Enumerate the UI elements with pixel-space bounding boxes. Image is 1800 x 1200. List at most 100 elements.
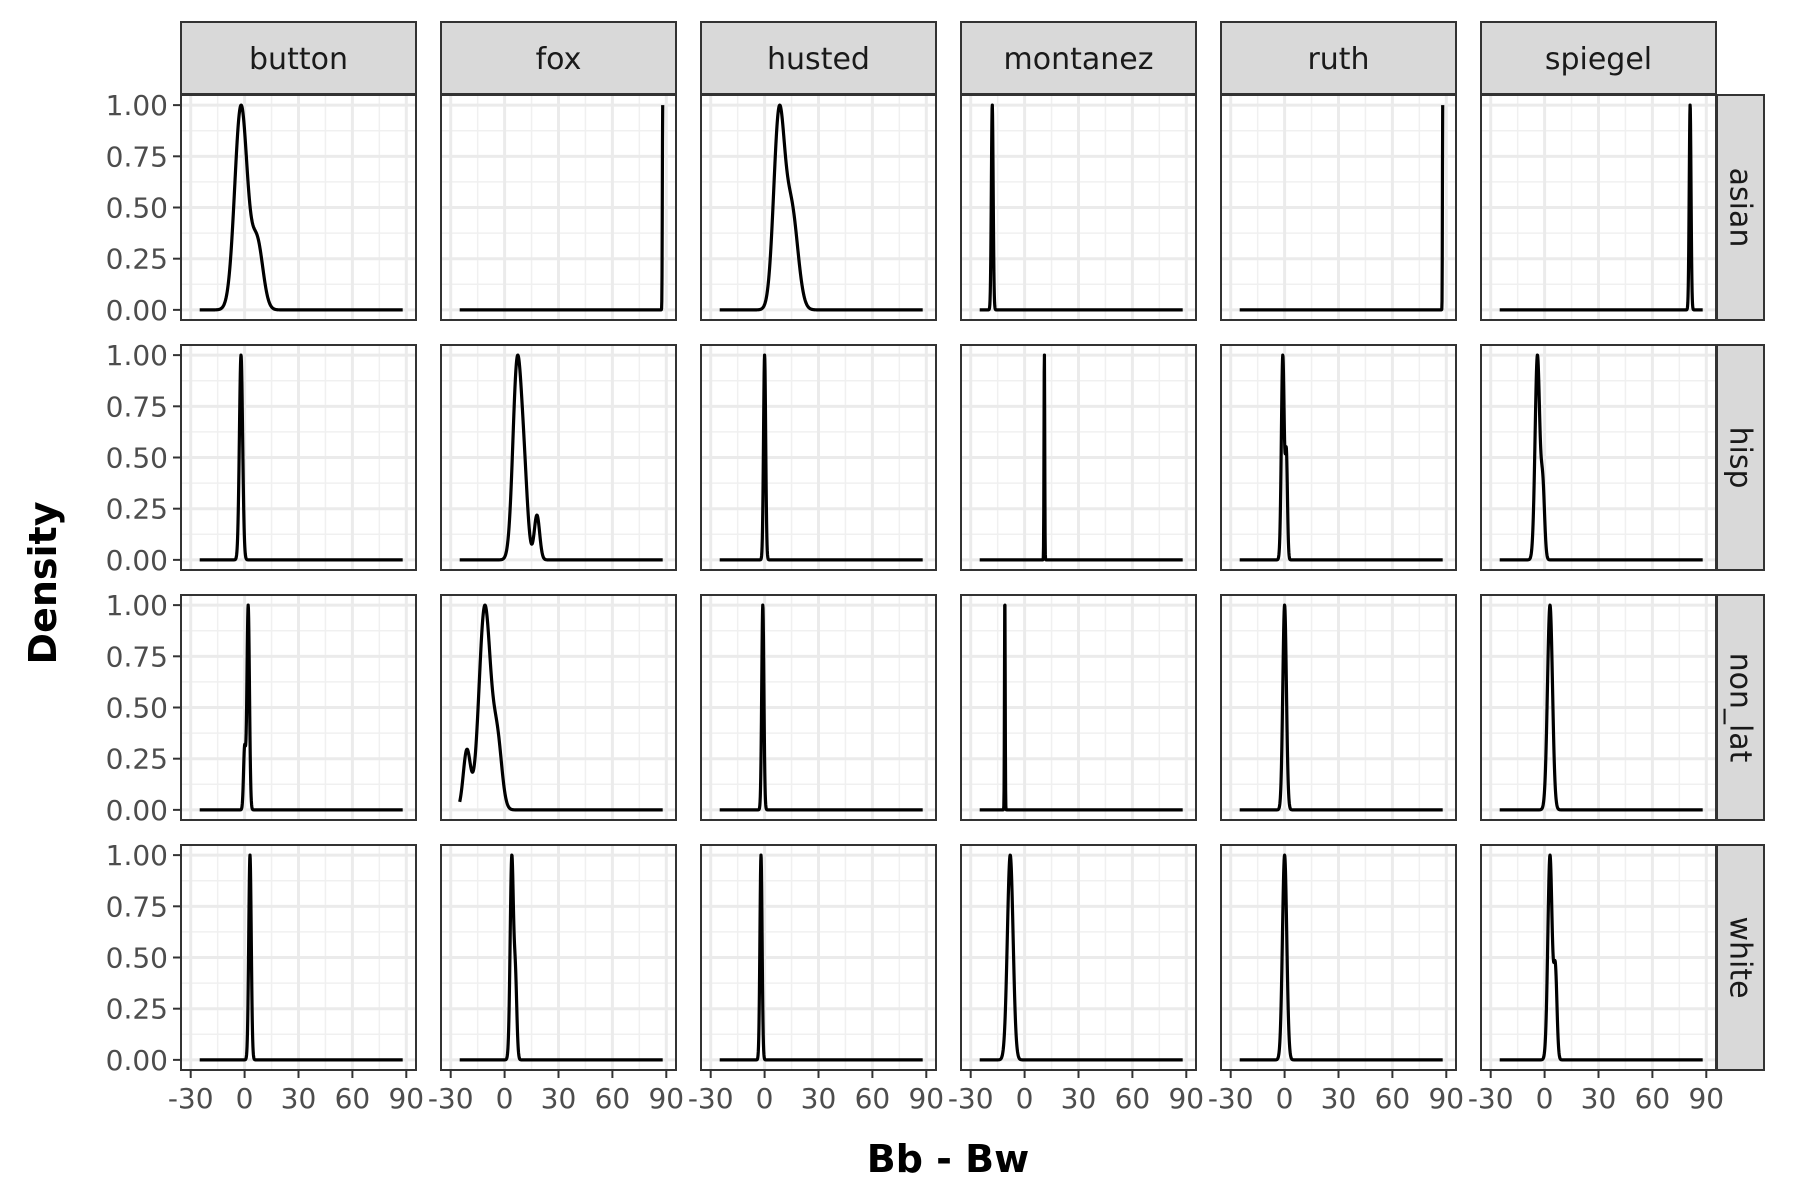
x-tick-label: 30 (1581, 1082, 1617, 1115)
x-tick-label: 0 (1276, 1082, 1294, 1115)
panel-button-asian (180, 94, 417, 321)
facet-strip-spiegel (1480, 21, 1717, 95)
y-tick-label: 0.25 (106, 243, 168, 276)
facet-label-asian: asian (1723, 168, 1758, 248)
x-axis-title: Bb - Bw (867, 1137, 1029, 1181)
panel-fox-non_lat (440, 594, 677, 821)
panel-border (1220, 94, 1457, 321)
panel-border (1480, 594, 1717, 821)
density-line-fox-white (458, 853, 665, 1062)
density-line-montanez-non_lat (978, 603, 1185, 812)
x-tick-label: 30 (801, 1082, 837, 1115)
y-tick-label: 0.50 (106, 942, 168, 975)
x-tick-label: -30 (688, 1082, 734, 1115)
x-tick-label: 30 (1321, 1082, 1357, 1115)
x-tick-label: 0 (1016, 1082, 1034, 1115)
density-line-button-asian (198, 103, 405, 312)
panel-button-white (180, 844, 417, 1071)
density-line-spiegel-hisp (1498, 353, 1705, 562)
density-line-fox-non_lat (458, 603, 665, 812)
y-tick-label: 0.25 (106, 493, 168, 526)
panel-fox-asian (440, 94, 677, 321)
y-tick-label: 0.75 (106, 890, 168, 923)
panel-border (700, 94, 937, 321)
panel-husted-hisp (700, 344, 937, 571)
y-tick-label: 0.00 (106, 1044, 168, 1077)
y-tick-label: 0.00 (106, 794, 168, 827)
y-tick-label: 1.00 (106, 339, 168, 372)
x-tick-label: -30 (1208, 1082, 1254, 1115)
facet-label-white: white (1723, 916, 1758, 998)
y-tick-label: 0.25 (106, 743, 168, 776)
panels: button fox husted montanez ruth spiegel asian h… (180, 21, 1765, 1071)
panel-border (1480, 344, 1717, 571)
density-line-ruth-asian (1238, 105, 1445, 312)
panel-border (440, 344, 677, 571)
panel-border (440, 594, 677, 821)
density-line-ruth-non_lat (1238, 603, 1445, 812)
x-tick-label: 90 (1688, 1082, 1724, 1115)
y-axis-title: Density (21, 501, 65, 664)
panel-montanez-white (960, 844, 1197, 1071)
panel-border (1220, 344, 1457, 571)
panel-ruth-non_lat (1220, 594, 1457, 821)
density-line-fox-hisp (458, 353, 665, 562)
y-tick-label: 0.75 (106, 640, 168, 673)
x-tick-label: 0 (756, 1082, 774, 1115)
panel-husted-asian (700, 94, 937, 321)
panel-spiegel-hisp (1480, 344, 1717, 571)
panel-montanez-asian (960, 94, 1197, 321)
density-line-spiegel-white (1498, 853, 1705, 1062)
density-line-spiegel-asian (1498, 103, 1705, 312)
x-tick-label: 90 (1168, 1082, 1204, 1115)
facet-strip-white (1716, 844, 1765, 1071)
density-line-montanez-asian (978, 103, 1185, 312)
x-tick-label: 60 (1115, 1082, 1151, 1115)
x-tick-label: 0 (236, 1082, 254, 1115)
density-line-button-non_lat (198, 603, 405, 812)
density-line-ruth-white (1238, 853, 1445, 1062)
y-tick-label: 1.00 (106, 89, 168, 122)
panel-spiegel-non_lat (1480, 594, 1717, 821)
panel-border (960, 94, 1197, 321)
y-tick-label: 0.00 (106, 544, 168, 577)
density-line-ruth-hisp (1238, 353, 1445, 562)
density-line-spiegel-non_lat (1498, 603, 1705, 812)
density-line-montanez-hisp (978, 353, 1185, 562)
x-tick-label: 60 (855, 1082, 891, 1115)
y-tick-label: 0.75 (106, 390, 168, 423)
facet-strip-fox (440, 21, 677, 95)
x-tick-label: 60 (1635, 1082, 1671, 1115)
panel-montanez-hisp (960, 344, 1197, 571)
y-tick-label: 1.00 (106, 839, 168, 872)
panel-border (960, 344, 1197, 571)
facet-label-fox: fox (536, 42, 582, 77)
density-line-husted-white (718, 853, 925, 1062)
x-tick-label: 60 (1375, 1082, 1411, 1115)
density-line-husted-hisp (718, 353, 925, 562)
x-tick-label: 90 (388, 1082, 424, 1115)
y-tick-label: 0.50 (106, 442, 168, 475)
panel-spiegel-asian (1480, 94, 1717, 321)
facet-label-montanez: montanez (1004, 42, 1154, 77)
facet-strip-asian (1716, 94, 1765, 321)
x-tick-label: 90 (648, 1082, 684, 1115)
panel-border (700, 594, 937, 821)
facet-label-ruth: ruth (1307, 42, 1369, 77)
density-line-button-white (198, 853, 405, 1062)
panel-ruth-white (1220, 844, 1457, 1071)
panel-border (700, 344, 937, 571)
x-tick-label: 90 (1428, 1082, 1464, 1115)
x-tick-label: 30 (281, 1082, 317, 1115)
panel-border (960, 594, 1197, 821)
panel-border (1480, 94, 1717, 321)
facet-label-hisp: hisp (1723, 426, 1758, 488)
facet-strip-montanez (960, 21, 1197, 95)
density-line-fox-asian (458, 105, 665, 312)
panel-husted-white (700, 844, 937, 1071)
facet-strip-button (180, 21, 417, 95)
y-tick-label: 0.50 (106, 692, 168, 725)
panel-button-non_lat (180, 594, 417, 821)
facet-label-non_lat: non_lat (1723, 653, 1758, 763)
x-tick-label: -30 (168, 1082, 214, 1115)
